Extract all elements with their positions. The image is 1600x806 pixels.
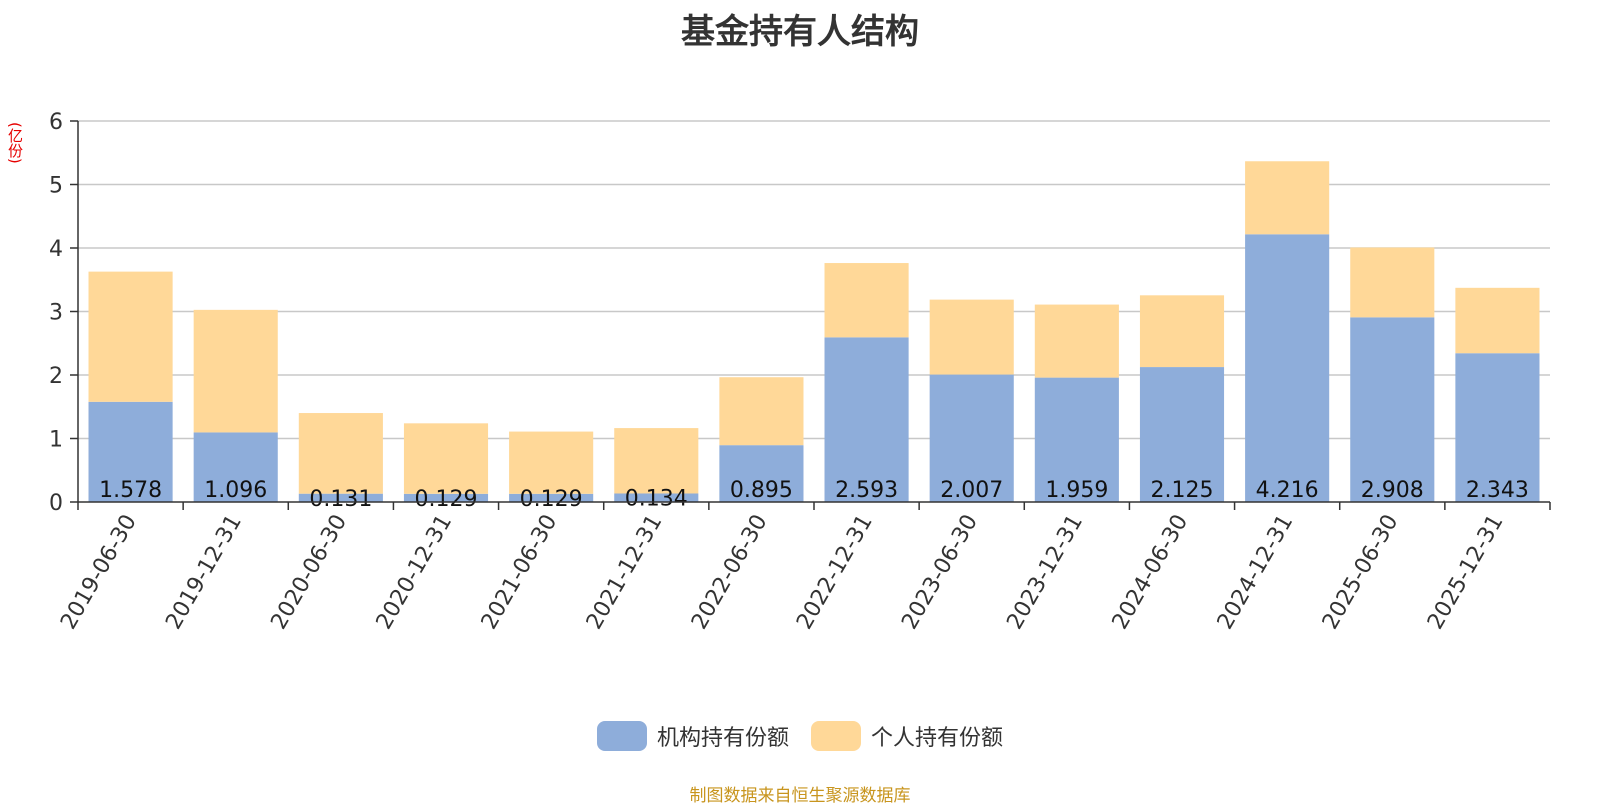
bar-institutional bbox=[1455, 353, 1540, 502]
y-tick-label: 3 bbox=[49, 301, 63, 326]
x-tick-label: 2024-12-31 bbox=[1213, 511, 1299, 634]
bar-individual bbox=[1034, 304, 1119, 378]
bar-institutional bbox=[1139, 367, 1225, 502]
bar-individual bbox=[614, 428, 699, 494]
legend: 机构持有份额 个人持有份额 bbox=[0, 720, 1600, 752]
bar-individual bbox=[88, 271, 173, 402]
bar-institutional bbox=[614, 493, 699, 502]
data-label: 1.096 bbox=[204, 478, 267, 503]
legend-swatch-institutional bbox=[596, 721, 647, 751]
legend-item-individual[interactable]: 个人持有份额 bbox=[811, 720, 1003, 752]
x-tick-label: 2023-12-31 bbox=[1002, 511, 1088, 634]
legend-label-individual: 个人持有份额 bbox=[871, 726, 1004, 751]
bar-individual bbox=[929, 299, 1014, 375]
data-label: 2.593 bbox=[835, 478, 898, 503]
y-axis-unit: (亿份) bbox=[6, 122, 24, 164]
data-label: 2.125 bbox=[1151, 478, 1214, 503]
bar-individual bbox=[298, 413, 383, 494]
data-label: 4.216 bbox=[1256, 478, 1319, 503]
bar-chart: 1.578 1.096 0.131 0.129 0.129 0.134 0.895 2.593… bbox=[49, 110, 1551, 634]
x-tick-label: 2019-06-30 bbox=[56, 511, 142, 634]
data-label: 2.908 bbox=[1361, 478, 1424, 503]
x-tick-label: 2022-06-30 bbox=[687, 511, 773, 634]
bar-institutional bbox=[509, 493, 594, 502]
bar-individual bbox=[403, 423, 489, 494]
x-tick-label: 2024-06-30 bbox=[1108, 511, 1194, 634]
bar-individual bbox=[509, 431, 594, 494]
bar-institutional bbox=[193, 432, 278, 502]
y-tick-label: 1 bbox=[49, 428, 63, 453]
data-label: 2.343 bbox=[1466, 478, 1529, 503]
x-tick-label: 2021-06-30 bbox=[477, 511, 563, 634]
x-tick-label: 2021-12-31 bbox=[582, 511, 668, 634]
bar-individual bbox=[1139, 295, 1225, 368]
data-label: 2.007 bbox=[940, 478, 1003, 503]
bar-individual bbox=[193, 309, 278, 433]
data-label: 0.895 bbox=[730, 478, 793, 503]
x-tick-label: 2023-06-30 bbox=[897, 511, 983, 634]
x-tick-label: 2020-06-30 bbox=[266, 511, 352, 634]
x-tick-label: 2022-12-31 bbox=[792, 511, 878, 634]
bar-institutional bbox=[298, 493, 383, 502]
y-tick-label: 5 bbox=[49, 174, 63, 199]
data-labels: 1.578 1.096 0.131 0.129 0.129 0.134 0.895 2.593… bbox=[99, 478, 1529, 512]
data-label: 0.134 bbox=[625, 487, 688, 512]
x-tick-label: 2020-12-31 bbox=[372, 511, 458, 634]
bar-individual bbox=[1455, 287, 1540, 354]
x-tick-label: 2025-12-31 bbox=[1423, 511, 1509, 634]
y-tick-label: 2 bbox=[49, 364, 63, 389]
x-tick-label: 2025-06-30 bbox=[1318, 511, 1404, 634]
bar-individual bbox=[719, 377, 804, 446]
legend-label-institutional: 机构持有份额 bbox=[656, 726, 789, 751]
bar-institutional bbox=[403, 493, 489, 502]
bar-individual bbox=[1350, 247, 1435, 318]
bar-institutional bbox=[824, 337, 909, 502]
data-label: 0.129 bbox=[415, 487, 478, 512]
bar-institutional bbox=[1034, 377, 1119, 502]
data-label: 0.129 bbox=[520, 487, 583, 512]
legend-swatch-individual bbox=[811, 721, 861, 751]
data-label: 1.578 bbox=[99, 478, 162, 503]
bar-institutional bbox=[929, 374, 1014, 502]
legend-item-institutional[interactable]: 机构持有份额 bbox=[596, 720, 789, 752]
y-tick-label: 4 bbox=[49, 237, 63, 262]
source-note: 制图数据来自恒生聚源数据库 bbox=[689, 786, 911, 806]
chart-title: 基金持有人结构 bbox=[681, 12, 919, 52]
bar-institutional bbox=[1350, 317, 1435, 502]
y-tick-label: 6 bbox=[49, 110, 63, 135]
data-label: 1.959 bbox=[1045, 478, 1108, 503]
bar-institutional bbox=[1245, 234, 1330, 502]
bar-institutional bbox=[88, 401, 173, 502]
bar-individual bbox=[824, 263, 909, 338]
bar-individual bbox=[1245, 161, 1330, 235]
bar-institutional bbox=[719, 445, 804, 502]
y-tick-label: 0 bbox=[49, 491, 63, 516]
data-label: 0.131 bbox=[309, 487, 372, 512]
x-tick-label: 2019-12-31 bbox=[161, 511, 247, 634]
bars bbox=[88, 161, 1540, 502]
